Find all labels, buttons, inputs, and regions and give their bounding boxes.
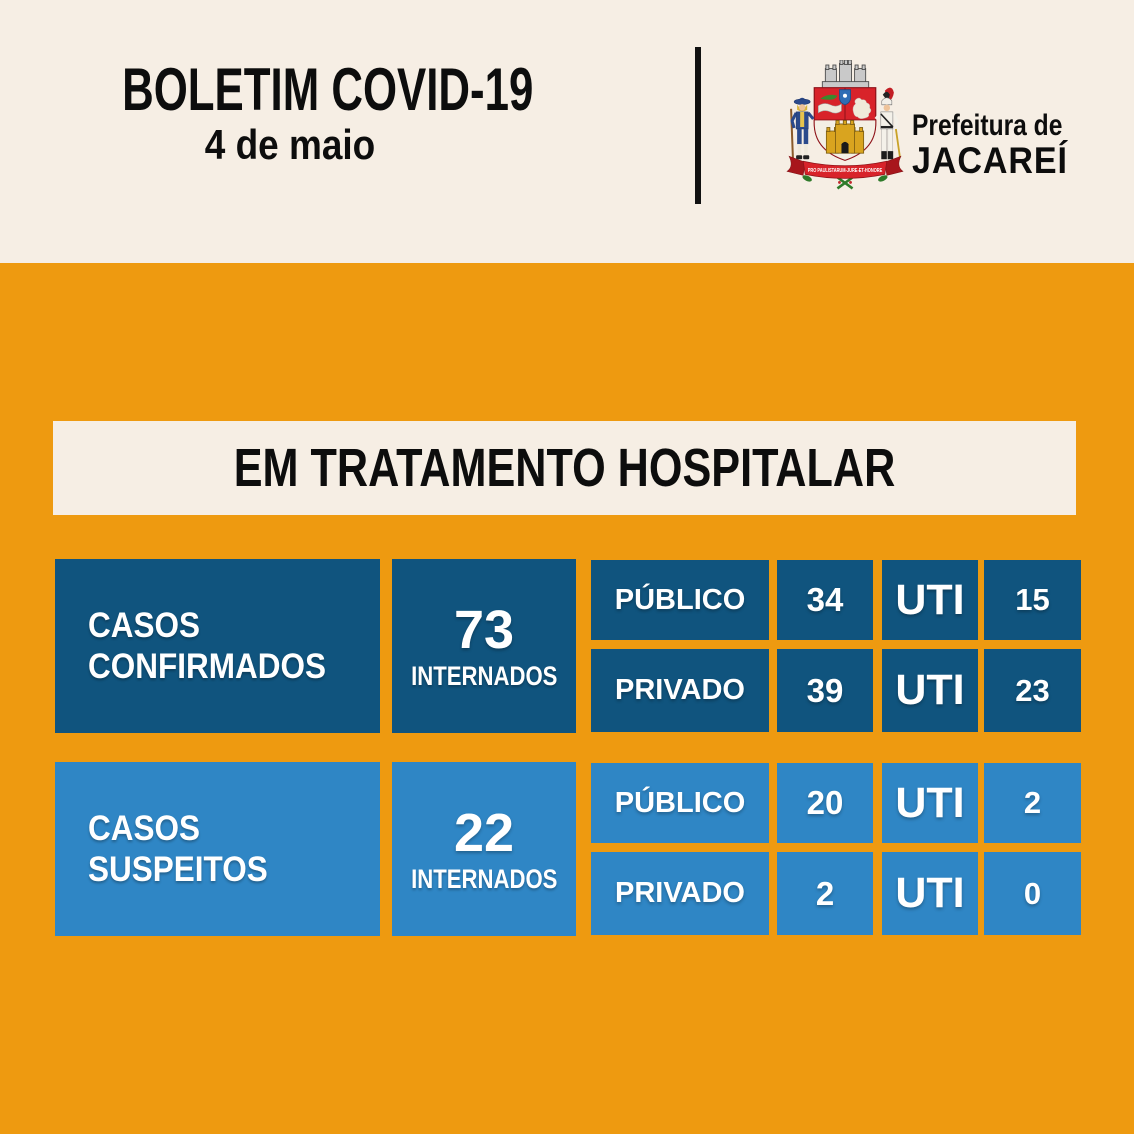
section-banner-title: EM TRATAMENTO HOSPITALAR <box>233 438 896 498</box>
section-banner: EM TRATAMENTO HOSPITALAR <box>53 421 1076 515</box>
confirmed-total-block: 73 INTERNADOS <box>392 559 576 733</box>
hospital-type-label: PRIVADO <box>591 649 769 732</box>
uti-count: 0 <box>984 852 1081 935</box>
shield-icon <box>813 87 877 161</box>
label-line: CONFIRMADOS <box>88 647 326 686</box>
confirmed-cases-section: CASOS CONFIRMADOS 73 INTERNADOS PÚBLICO … <box>55 559 1081 733</box>
suspected-total-count: 22 <box>453 802 515 863</box>
uti-count: 2 <box>984 763 1081 843</box>
label-line: SUSPEITOS <box>88 850 268 889</box>
prefeitura-logo: PRO PAULISTARUM-JURE-ET-HONORE Prefeitur… <box>775 58 1085 208</box>
confirmed-cases-label: CASOS CONFIRMADOS <box>55 559 380 733</box>
jacarei-coat-of-arms-icon: PRO PAULISTARUM-JURE-ET-HONORE <box>786 60 904 190</box>
org-name: Prefeitura de JACAREÍ <box>912 110 1095 180</box>
suspected-total-caption: INTERNADOS <box>410 863 558 894</box>
hospitalized-count: 34 <box>777 560 873 640</box>
bulletin-date: 4 de maio <box>204 121 376 168</box>
mural-crown-icon <box>821 60 870 91</box>
uti-count: 15 <box>984 560 1081 640</box>
hospitalized-count: 2 <box>777 852 873 935</box>
title-block: BOLETIM COVID-19 4 de maio <box>60 0 534 263</box>
crest-motto: PRO PAULISTARUM-JURE-ET-HONORE <box>808 168 883 174</box>
uti-label: UTI <box>882 560 978 640</box>
hospital-type-label: PÚBLICO <box>591 763 769 843</box>
uti-label: UTI <box>882 852 978 935</box>
header-divider <box>695 47 701 204</box>
hospital-type-label: PRIVADO <box>591 852 769 935</box>
suspected-cases-section: CASOS SUSPEITOS 22 INTERNADOS PÚBLICO 20… <box>55 762 1081 936</box>
org-name-line1: Prefeitura de <box>912 109 1063 142</box>
label-line: CASOS <box>88 809 201 848</box>
hospitalized-count: 20 <box>777 763 873 843</box>
confirmed-total-caption: INTERNADOS <box>410 660 558 691</box>
suspected-cases-label: CASOS SUSPEITOS <box>55 762 380 936</box>
soldier-figure-icon <box>874 87 901 160</box>
label-line: CASOS <box>88 606 201 645</box>
uti-label: UTI <box>882 763 978 843</box>
castle-icon <box>825 120 865 154</box>
uti-count: 23 <box>984 649 1081 732</box>
bulletin-title: BOLETIM COVID-19 <box>122 56 534 123</box>
motto-ribbon-icon: PRO PAULISTARUM-JURE-ET-HONORE <box>786 155 904 179</box>
uti-label: UTI <box>882 649 978 732</box>
suspected-total-block: 22 INTERNADOS <box>392 762 576 936</box>
org-name-line2: JACAREÍ <box>912 140 1068 181</box>
bandeirante-figure-icon <box>790 97 815 164</box>
header: BOLETIM COVID-19 4 de maio <box>0 0 1134 263</box>
hospital-type-label: PÚBLICO <box>591 560 769 640</box>
confirmed-total-count: 73 <box>453 599 515 660</box>
hospitalized-count: 39 <box>777 649 873 732</box>
